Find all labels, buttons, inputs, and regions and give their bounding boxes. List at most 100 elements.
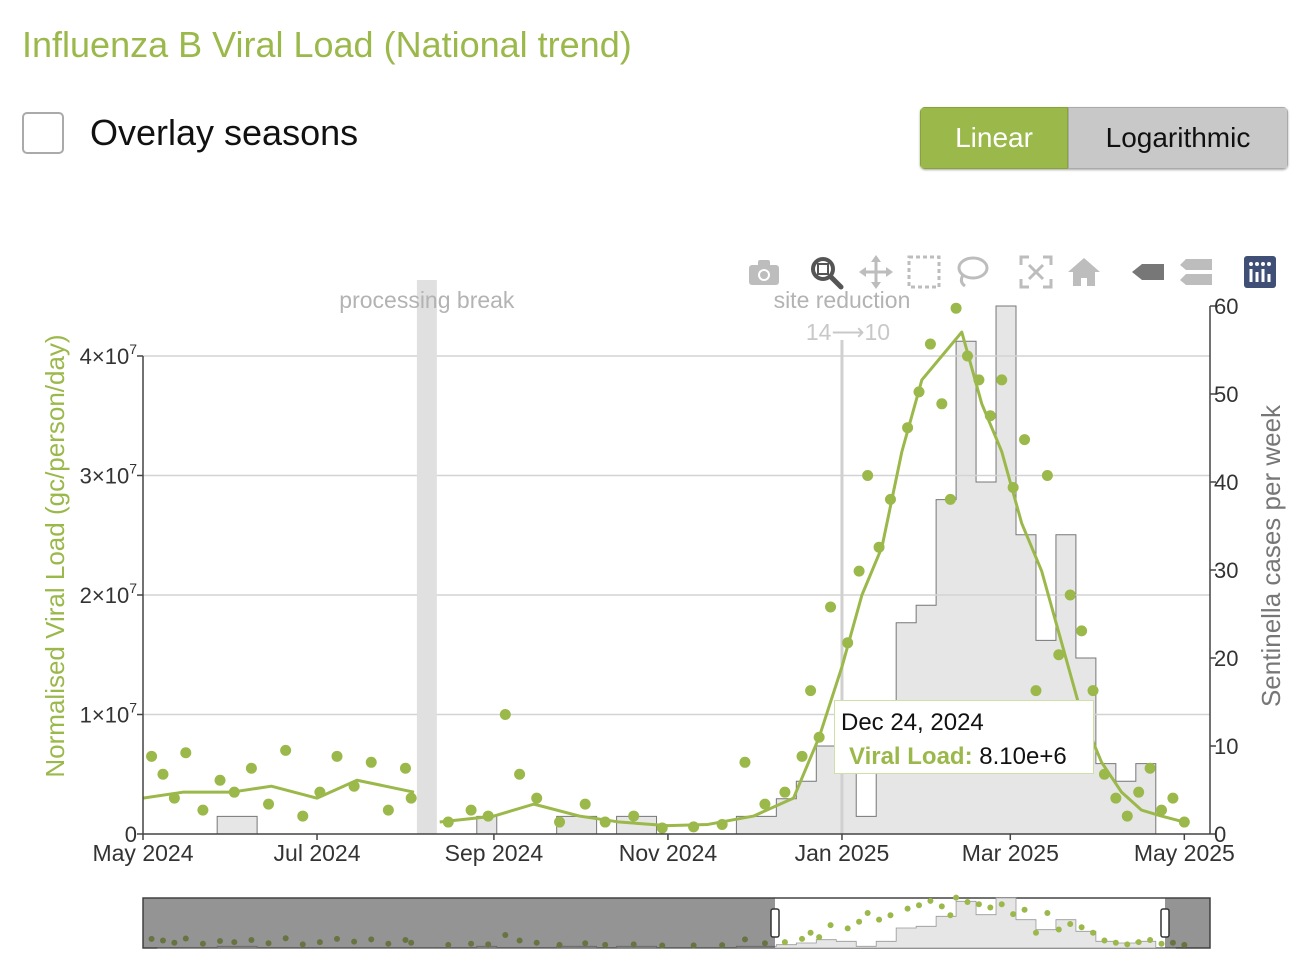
autoscale-icon[interactable]	[1016, 252, 1056, 292]
viral-load-point	[465, 804, 477, 816]
range-slider-point	[844, 925, 851, 932]
range-slider-point	[975, 901, 982, 908]
range-slider-point	[876, 916, 883, 923]
range-slider-mask-right	[1165, 898, 1210, 948]
linear-scale-button[interactable]: Linear	[920, 107, 1068, 169]
range-slider-point	[887, 912, 894, 919]
viral-load-point	[1030, 685, 1042, 697]
plotly-logo-icon[interactable]	[1240, 252, 1280, 292]
range-slider-handle-left[interactable]	[770, 908, 780, 938]
viral-load-point	[842, 637, 854, 649]
viral-load-point	[984, 410, 996, 422]
viral-load-point	[862, 470, 874, 481]
overlay-seasons-checkbox[interactable]	[22, 112, 64, 154]
range-slider-point	[1078, 924, 1085, 931]
viral-load-point	[962, 350, 973, 362]
viral-load-point	[157, 768, 169, 780]
viral-load-point	[399, 762, 411, 774]
y-left-tick-label: 2×107	[80, 580, 138, 608]
viral-load-point	[1007, 481, 1019, 493]
viral-load-point	[1167, 792, 1179, 804]
logarithmic-scale-button[interactable]: Logarithmic	[1068, 107, 1288, 169]
hover-closest-icon[interactable]	[1128, 252, 1168, 292]
viral-load-point	[924, 338, 936, 350]
annotations: processing break site reduction 14⟶10	[339, 280, 910, 834]
viral-load-point	[996, 374, 1008, 386]
range-slider-point	[856, 918, 863, 925]
range-slider-point	[1124, 941, 1131, 948]
viral-load-point	[599, 816, 611, 828]
hover-compare-icon[interactable]	[1176, 252, 1216, 292]
overlay-seasons-label: Overlay seasons	[90, 112, 359, 153]
viral-load-point	[853, 565, 865, 577]
range-slider-point	[1147, 936, 1154, 943]
range-slider-point	[953, 894, 960, 901]
viral-load-point	[1156, 804, 1167, 816]
viral-load-point	[146, 750, 158, 762]
x-tick-label: Sep 2024	[445, 840, 544, 866]
y-right-tick-label: 10	[1214, 734, 1238, 759]
viral-load-point	[1144, 762, 1156, 774]
viral-load-point	[936, 398, 948, 410]
viral-load-point	[442, 816, 454, 828]
viral-load-point	[884, 493, 896, 505]
viral-load-point	[214, 774, 226, 786]
axes: May 2024 Jul 2024 Sep 2024 Nov 2024 Jan 2025…	[40, 294, 1286, 866]
y-left-tick-label: 4×107	[80, 341, 138, 369]
range-slider-point	[1021, 906, 1028, 913]
zoom-icon[interactable]	[806, 252, 846, 292]
range-slider-point	[1112, 939, 1119, 946]
y-right-tick-label: 50	[1214, 382, 1238, 407]
range-slider-point	[864, 910, 871, 916]
x-tick-label: Jan 2025	[795, 840, 890, 866]
tooltip-key: Viral Load:	[849, 743, 973, 770]
viral-load-point	[297, 810, 309, 822]
chart-title: Influenza B Viral Load (National trend)	[22, 24, 632, 65]
overlay-seasons-control[interactable]: Overlay seasons	[22, 112, 358, 154]
viral-load-point	[739, 756, 751, 768]
viral-load-point	[688, 821, 700, 833]
box-select-icon[interactable]	[904, 252, 944, 292]
viral-load-point	[245, 762, 257, 774]
tooltip-value-row: Viral Load: 8.10e+6	[849, 743, 1067, 771]
range-slider-handle-right[interactable]	[1160, 908, 1170, 938]
range-slider-mask-left	[143, 898, 775, 948]
viral-load-point	[1064, 589, 1076, 601]
viral-load-point	[382, 804, 394, 816]
viral-load-point	[973, 374, 985, 386]
viral-load-point	[168, 792, 180, 804]
x-tick-label: May 2025	[1134, 840, 1235, 866]
y-right-tick-label: 30	[1214, 558, 1238, 583]
range-slider-point	[807, 929, 814, 936]
range-slider[interactable]	[142, 894, 1211, 949]
home-icon[interactable]	[1064, 252, 1104, 292]
viral-load-point	[331, 750, 343, 762]
range-slider-point	[1032, 929, 1039, 936]
viral-load-point	[1019, 434, 1031, 446]
pan-icon[interactable]	[856, 252, 896, 292]
viral-load-point	[825, 601, 837, 613]
range-slider-point	[816, 934, 823, 941]
viral-load-point	[1121, 810, 1133, 822]
y-axis-left-label: Normalised Viral Load (gc/person/day)	[40, 334, 70, 777]
viral-load-point	[579, 798, 591, 810]
viral-load-point	[1041, 470, 1053, 481]
range-slider-point	[1010, 911, 1017, 918]
viral-load-point	[263, 798, 275, 810]
range-slider-point	[1055, 926, 1062, 933]
range-slider-point	[998, 901, 1005, 908]
viral-load-point	[405, 792, 417, 804]
viral-load-point	[514, 768, 526, 780]
camera-icon[interactable]	[744, 252, 784, 292]
range-slider-point	[947, 912, 954, 919]
lasso-select-icon[interactable]	[952, 252, 992, 292]
viral-load-point	[796, 750, 808, 762]
y-left-tick-label: 1×107	[80, 700, 138, 728]
range-slider-point	[1158, 940, 1165, 947]
viral-load-point	[1098, 768, 1110, 780]
processing-break-band	[416, 280, 437, 834]
range-slider-point	[964, 899, 971, 905]
viral-load-point	[197, 804, 209, 816]
x-tick-label: Nov 2024	[619, 840, 718, 866]
